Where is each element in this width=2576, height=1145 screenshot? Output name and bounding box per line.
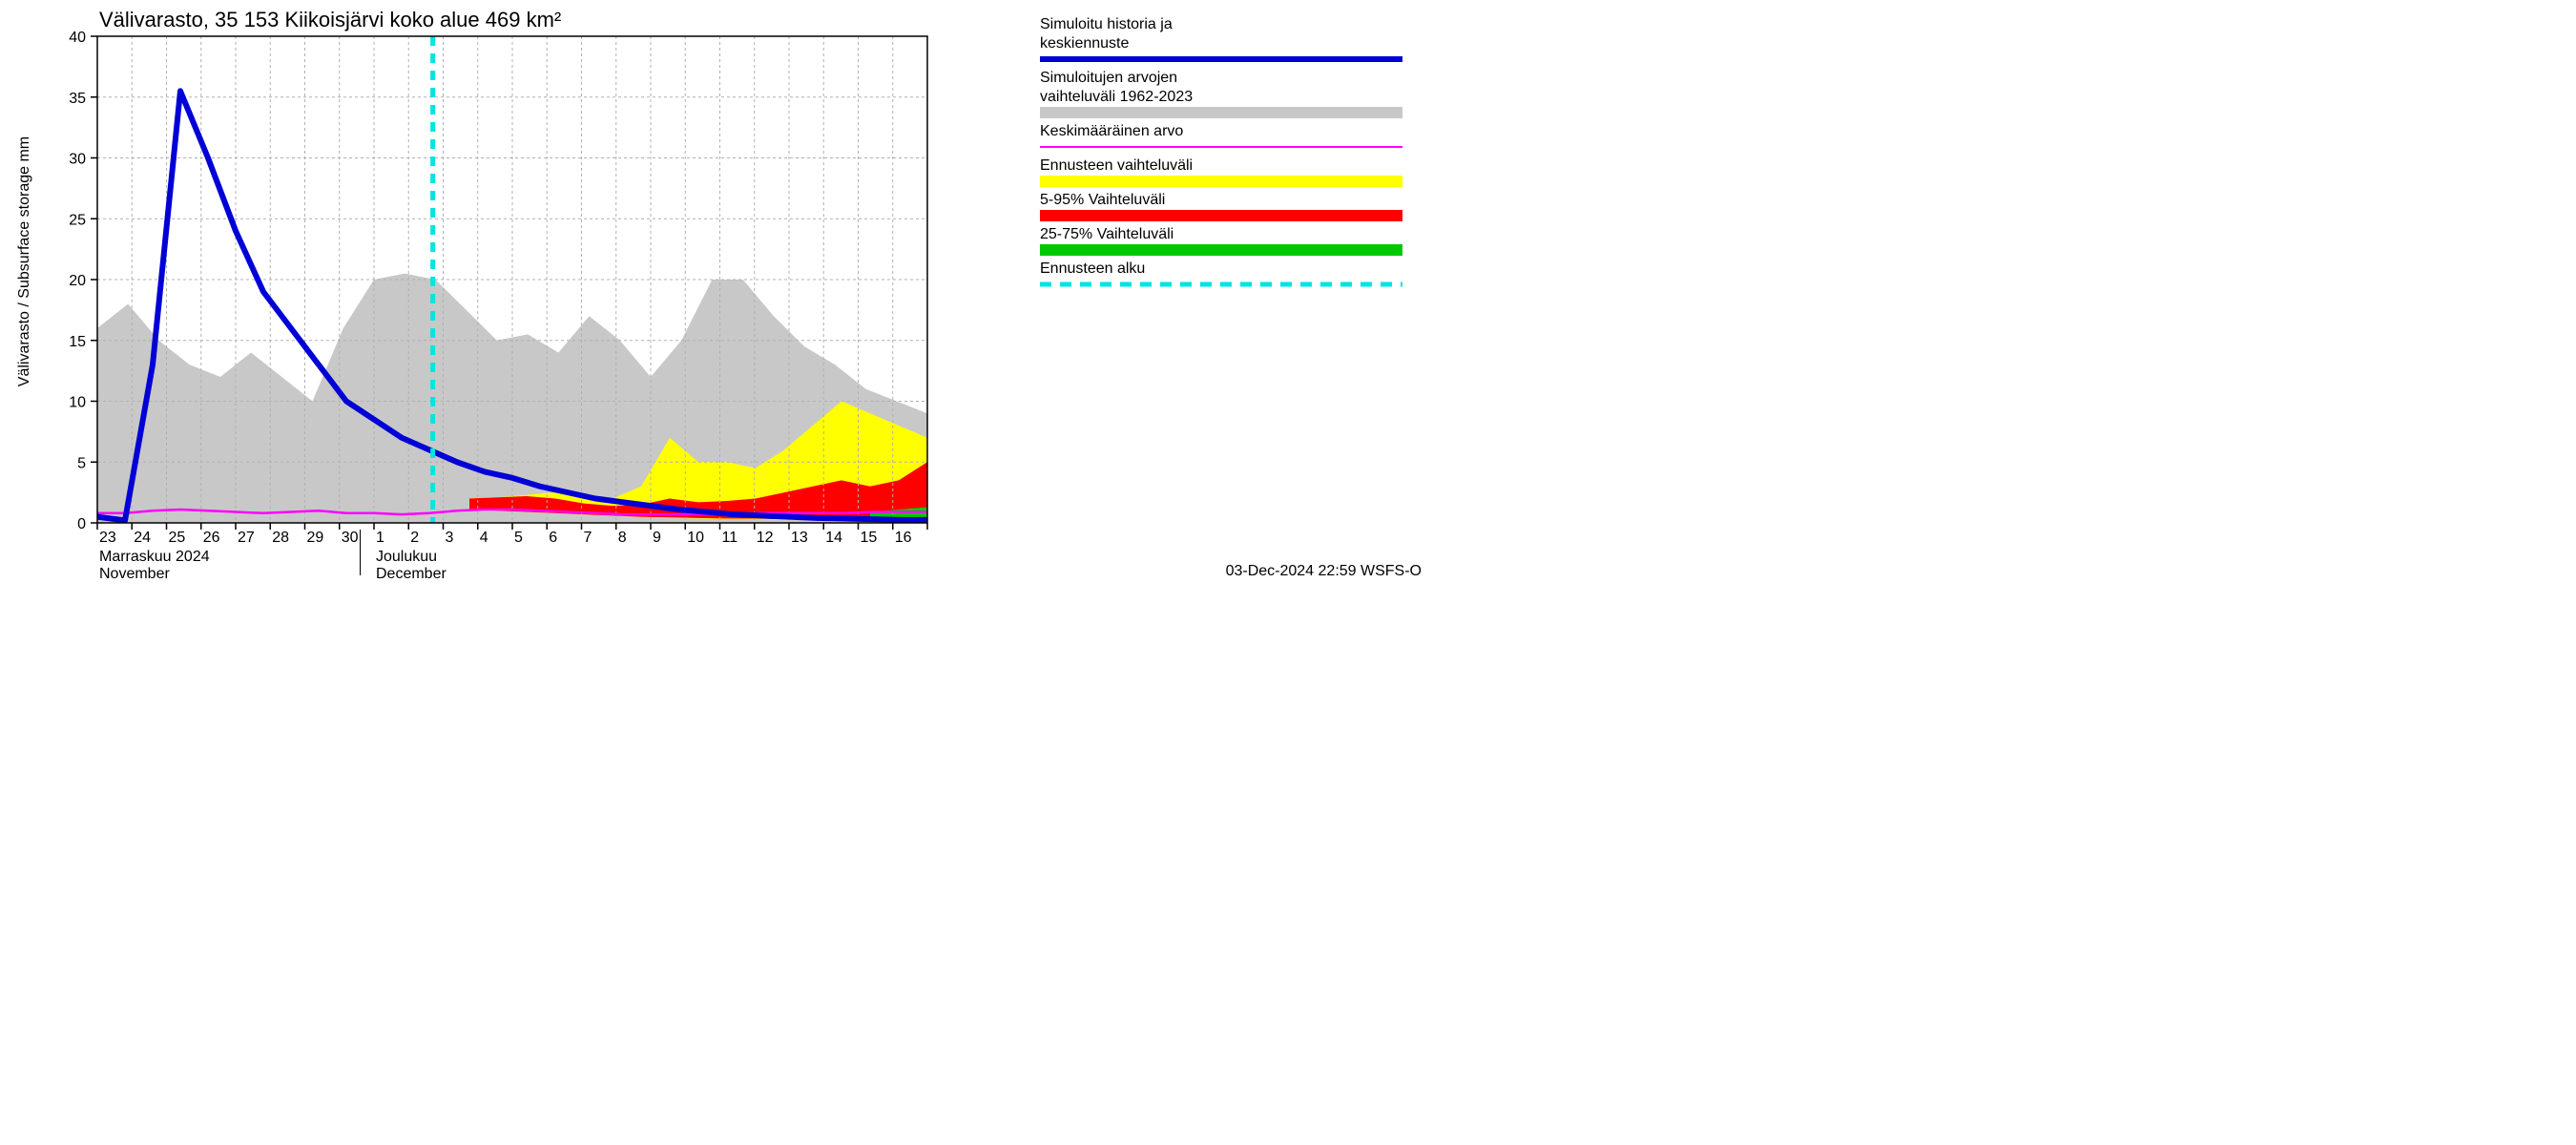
legend-label: Keskimääräinen arvo [1040, 123, 1183, 139]
x-tick-label: 12 [757, 530, 774, 546]
month2-en: December [376, 566, 447, 582]
x-tick-label: 7 [584, 530, 592, 546]
legend-label: 5-95% Vaihteluväli [1040, 192, 1165, 208]
month1-en: November [99, 566, 170, 582]
legend-label: vaihteluväli 1962-2023 [1040, 89, 1193, 105]
y-tick-label: 30 [69, 152, 86, 168]
y-tick-label: 40 [69, 30, 86, 46]
x-tick-label: 9 [653, 530, 661, 546]
legend-swatch [1040, 244, 1402, 256]
y-tick-label: 20 [69, 273, 86, 289]
y-tick-label: 10 [69, 395, 86, 411]
chart-container: 0510152025303540232425262728293012345678… [0, 0, 1431, 636]
month2-fi: Joulukuu [376, 549, 437, 565]
y-tick-label: 25 [69, 212, 86, 228]
legend-label: 25-75% Vaihteluväli [1040, 226, 1174, 242]
x-tick-label: 27 [238, 530, 255, 546]
legend-label: Ennusteen alku [1040, 260, 1145, 277]
x-tick-label: 25 [169, 530, 186, 546]
x-tick-label: 29 [307, 530, 324, 546]
legend-label: Simuloitu historia ja [1040, 16, 1173, 32]
x-tick-label: 26 [203, 530, 220, 546]
x-tick-label: 3 [446, 530, 454, 546]
x-tick-label: 28 [272, 530, 289, 546]
x-tick-label: 2 [410, 530, 419, 546]
x-tick-label: 14 [825, 530, 842, 546]
legend-label: keskiennuste [1040, 35, 1129, 52]
x-tick-label: 23 [99, 530, 116, 546]
x-tick-label: 10 [687, 530, 704, 546]
x-tick-label: 4 [480, 530, 488, 546]
x-tick-label: 11 [722, 530, 738, 546]
x-tick-label: 30 [342, 530, 359, 546]
x-tick-label: 15 [861, 530, 878, 546]
x-tick-label: 5 [514, 530, 523, 546]
y-tick-label: 5 [77, 455, 86, 471]
chart-title: Välivarasto, 35 153 Kiikoisjärvi koko al… [99, 8, 561, 31]
y-tick-label: 0 [77, 516, 86, 532]
chart-footer: 03-Dec-2024 22:59 WSFS-O [1226, 563, 1422, 579]
legend-swatch [1040, 107, 1402, 118]
x-tick-label: 1 [376, 530, 384, 546]
month1-fi: Marraskuu 2024 [99, 549, 210, 565]
x-tick-label: 8 [618, 530, 627, 546]
x-tick-label: 6 [549, 530, 557, 546]
x-tick-label: 13 [791, 530, 808, 546]
y-axis-label: Välivarasto / Subsurface storage mm [16, 136, 32, 386]
legend-label: Simuloitujen arvojen [1040, 70, 1177, 86]
legend-label: Ennusteen vaihteluväli [1040, 157, 1193, 174]
chart-svg: 0510152025303540232425262728293012345678… [0, 0, 1431, 636]
y-tick-label: 15 [69, 334, 86, 350]
legend-swatch [1040, 210, 1402, 221]
x-tick-label: 16 [895, 530, 912, 546]
legend-swatch [1040, 176, 1402, 187]
x-tick-label: 24 [134, 530, 151, 546]
y-tick-label: 35 [69, 91, 86, 107]
